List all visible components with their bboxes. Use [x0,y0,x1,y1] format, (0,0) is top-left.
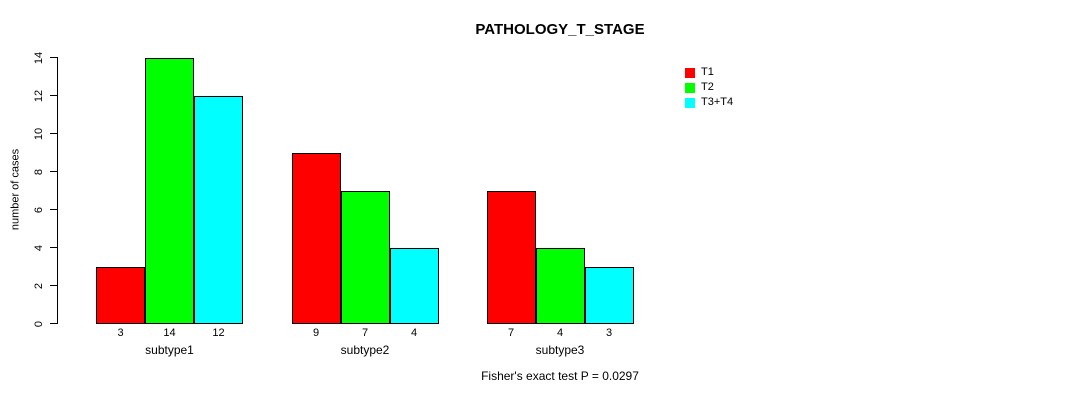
bar-value-label: 9 [312,327,320,339]
y-tick [49,56,57,59]
chart-title: PATHOLOGY_T_STAGE [475,21,645,38]
legend: T1 T2 T3+T4 [685,65,733,110]
y-tick [49,322,57,325]
y-tick [49,246,57,249]
bar-value-label: 3 [117,327,124,339]
y-tick [49,170,57,173]
y-tick [49,208,57,211]
bar-value-label: 4 [410,327,418,339]
legend-row: T3+T4 [685,95,733,110]
bar-value-label: 3 [605,327,613,339]
y-axis-title: number of cases [9,148,22,231]
group-label: subtype3 [535,343,585,357]
bar [291,152,341,324]
y-tick [49,132,57,135]
bar [486,190,536,324]
footnote-text: Fisher's exact test P = 0.0297 [481,369,639,383]
y-tick-label: 14 [33,51,45,64]
bar [535,247,585,324]
group-label: subtype1 [145,343,194,357]
bar-value-label: 12 [212,327,225,339]
bar [340,190,390,324]
group-label: subtype2 [340,343,390,357]
legend-swatch [685,97,695,108]
y-tick-label: 8 [33,168,45,175]
y-tick-label: 10 [33,127,45,140]
y-tick-label: 12 [33,89,45,102]
legend-swatch [685,82,695,93]
bar-value-label: 4 [556,327,564,339]
legend-row: T2 [685,80,733,95]
bar [584,266,634,324]
y-tick [49,284,57,287]
y-axis-line [56,56,58,324]
y-tick-label: 2 [33,282,45,289]
bar-value-label: 14 [163,327,176,339]
bar [145,57,194,324]
y-tick-label: 6 [33,206,45,213]
bar [194,95,243,324]
y-tick-label: 4 [33,244,45,251]
bar [96,266,145,324]
legend-label: T1 [701,66,714,78]
legend-row: T1 [685,65,733,80]
bar [389,247,439,324]
bar-value-label: 7 [361,327,369,339]
legend-label: T3+T4 [701,96,734,108]
y-tick-label: 0 [33,320,45,327]
legend-label: T2 [701,81,714,93]
legend-swatch [685,67,695,78]
y-tick [49,94,57,97]
bar-value-label: 7 [507,327,515,339]
